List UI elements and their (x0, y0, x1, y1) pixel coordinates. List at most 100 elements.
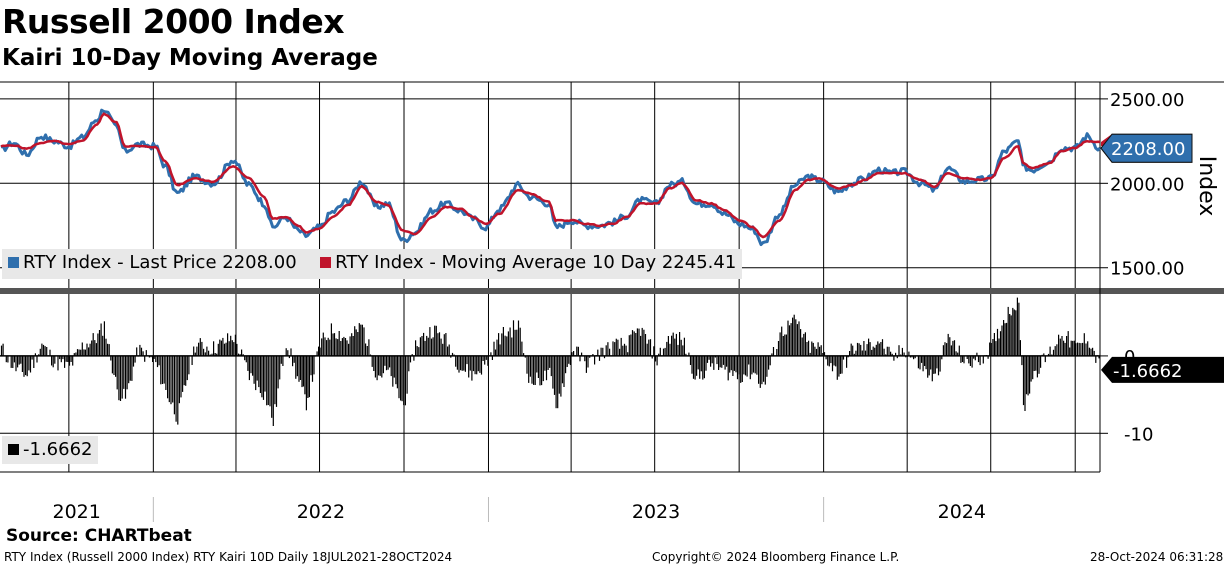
kairi-bar (46, 347, 48, 356)
kairi-bar (592, 354, 594, 356)
kairi-bar (33, 355, 35, 368)
kairi-bar (796, 324, 798, 356)
kairi-bar (442, 343, 444, 356)
kairi-bar (423, 332, 425, 356)
kairi-bar (989, 342, 991, 356)
kairi-bar (756, 355, 758, 375)
kairi-bar (835, 355, 837, 367)
kairi-bar (905, 355, 907, 358)
kairi-bar (313, 355, 315, 375)
kairi-bar (909, 355, 911, 358)
kairi-bar (29, 355, 32, 373)
kairi-bar (167, 355, 169, 399)
kairi-bar (261, 355, 263, 398)
kairi-bar (1016, 297, 1018, 356)
kairi-bar (790, 323, 792, 356)
kairi-bar (646, 343, 648, 356)
kairi-bar (319, 347, 321, 356)
kairi-bar (156, 355, 159, 368)
kairi-bar (771, 353, 773, 356)
kairi-bar (105, 338, 107, 356)
kairi-bar (247, 355, 249, 371)
kairi-bar (782, 336, 784, 356)
kairi-bar (1092, 347, 1094, 356)
kairi-bar (726, 355, 728, 367)
kairi-bar (366, 346, 368, 356)
kairi-bar (730, 355, 732, 371)
kairi-bar (448, 344, 450, 356)
kairi-bar (236, 343, 238, 356)
kairi-bar (123, 355, 125, 389)
kairi-bar (638, 328, 640, 356)
kairi-bar (378, 355, 380, 376)
price-tick-label: 2000.00 (1110, 174, 1184, 195)
kairi-bar (177, 355, 179, 425)
kairi-bar (944, 342, 946, 356)
kairi-bar (855, 350, 857, 356)
kairi-bar (275, 355, 278, 407)
kairi-bar (161, 355, 164, 384)
kairi-bar (595, 355, 597, 356)
kairi-bar (589, 355, 591, 358)
kairi-bar (849, 351, 851, 356)
kairi-bar (355, 329, 357, 356)
kairi-bar (891, 353, 893, 356)
kairi-bar (107, 343, 109, 356)
kairi-bar (186, 355, 188, 381)
kairi-bar (327, 337, 329, 356)
kairi-bar (220, 340, 222, 356)
kairi-bar (194, 352, 196, 356)
kairi-bar (828, 355, 830, 367)
kairi-bar (667, 336, 669, 356)
kairi-bar (443, 334, 445, 356)
kairi-bar (960, 355, 962, 363)
kairi-bar (827, 355, 829, 366)
kairi-bar (424, 340, 426, 356)
kairi-bar (795, 319, 797, 356)
kairi-bar (1018, 302, 1020, 356)
kairi-bar (131, 355, 133, 381)
kairi-bar (1076, 342, 1079, 356)
kairi-bar (523, 353, 525, 356)
kairi-bar (239, 354, 241, 356)
kairi-bar (814, 346, 816, 356)
kairi-bar (354, 326, 356, 356)
kairi-bar (316, 351, 318, 356)
kairi-bar (557, 355, 559, 409)
kairi-bar (603, 355, 606, 359)
kairi-bar (280, 355, 282, 364)
kairi-bar (170, 355, 172, 405)
kairi-bar (577, 346, 579, 356)
kairi-bar (41, 343, 43, 356)
kairi-bar (740, 355, 742, 383)
kairi-bar (803, 333, 805, 356)
kairi-bar (573, 351, 575, 356)
kairi-bar (1021, 355, 1023, 366)
kairi-bar (1038, 355, 1040, 374)
kairi-bar (524, 355, 526, 358)
kairi-bar (38, 354, 40, 356)
kairi-current-value: -1.6662 (1113, 361, 1182, 382)
kairi-bar (664, 347, 666, 356)
kairi-bar (382, 355, 384, 374)
kairi-bar (974, 355, 976, 361)
kairi-bar (241, 349, 243, 356)
kairi-bar (860, 344, 862, 356)
kairi-bar (727, 355, 729, 381)
kairi-bar (666, 341, 668, 356)
kairi-bar (223, 343, 226, 356)
kairi-bar (1052, 349, 1055, 356)
kairi-bar (779, 332, 781, 356)
kairi-bar (587, 355, 589, 368)
kairi-bar (1030, 355, 1032, 382)
kairi-bar (724, 355, 726, 370)
kairi-bar (52, 355, 54, 368)
kairi-bar (895, 352, 897, 356)
kairi-bar (95, 343, 97, 356)
footer-timestamp: 28-Oct-2024 06:31:28 (1090, 550, 1224, 564)
kairi-bar (898, 345, 900, 356)
kairi-bar (1036, 355, 1038, 378)
kairi-bar (979, 355, 981, 366)
kairi-bar (683, 337, 685, 356)
